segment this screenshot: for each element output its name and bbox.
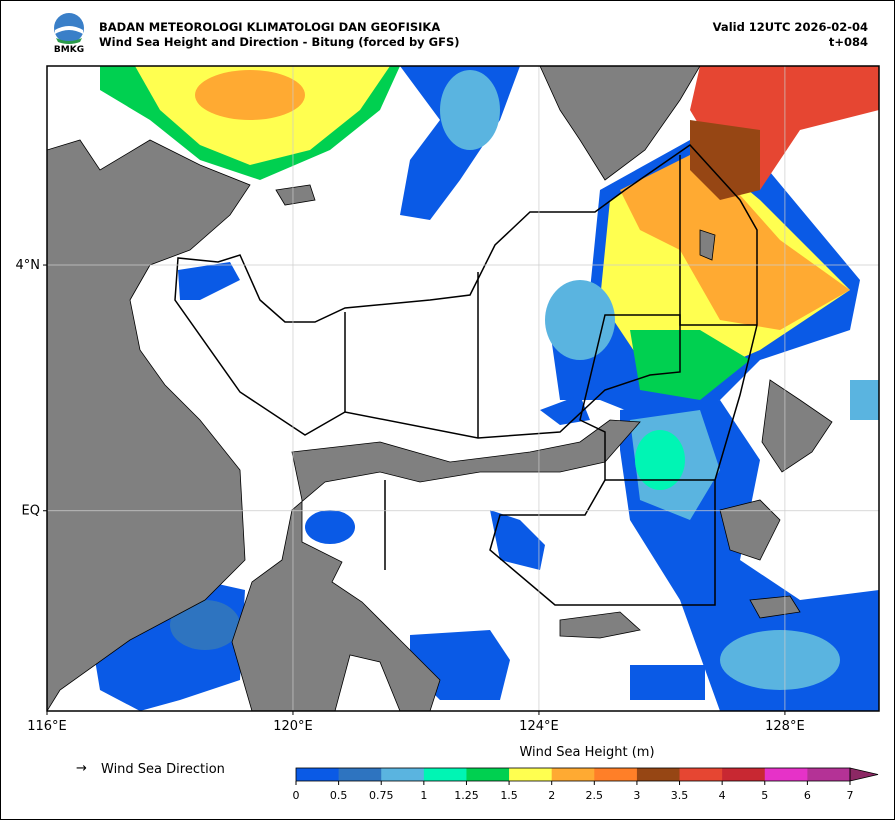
grid bbox=[47, 66, 879, 711]
colorbar-segment bbox=[423, 768, 467, 781]
colorbar-segment bbox=[807, 768, 851, 781]
colorbar-segment bbox=[722, 768, 766, 781]
valid-time: Valid 12UTC 2026-02-04 bbox=[713, 20, 868, 34]
colorbar-tick-label: 5 bbox=[761, 789, 768, 802]
x-tick-label: 128°E bbox=[765, 719, 805, 734]
wave-field bbox=[95, 66, 879, 711]
colorbar-segment bbox=[381, 768, 425, 781]
colorbar-frame bbox=[295, 767, 851, 782]
logo-text: BMKG bbox=[54, 45, 84, 55]
domain-boundary bbox=[174, 144, 758, 606]
y-tick-label: 4°N bbox=[16, 258, 41, 273]
colorbar: 0 0.5 0.75 1 1.25 1.5 2 2.5 3 3.5 4 5 6 7 bbox=[293, 767, 879, 802]
forecast-step: t+084 bbox=[829, 35, 868, 49]
colorbar-title: Wind Sea Height (m) bbox=[519, 745, 654, 760]
colorbar-segment bbox=[764, 768, 808, 781]
colorbar-tick-label: 2 bbox=[548, 789, 555, 802]
subtitle: Wind Sea Height and Direction - Bitung (… bbox=[99, 35, 460, 49]
colorbar-segment bbox=[509, 768, 553, 781]
colorbar-tick-label: 6 bbox=[804, 789, 811, 802]
legend-label: Wind Sea Direction bbox=[101, 762, 225, 777]
colorbar-tick-label: 3 bbox=[633, 789, 640, 802]
colorbar-tick-label: 1.5 bbox=[500, 789, 518, 802]
colorbar-tick-label: 4 bbox=[719, 789, 726, 802]
colorbar-tick-label: 7 bbox=[847, 789, 854, 802]
x-tick-label: 120°E bbox=[273, 719, 313, 734]
colorbar-tick-label: 3.5 bbox=[671, 789, 689, 802]
colorbar-segment bbox=[338, 768, 382, 781]
map bbox=[47, 66, 879, 711]
y-tick-label: EQ bbox=[22, 504, 40, 519]
colorbar-tick-label: 1.25 bbox=[454, 789, 479, 802]
x-tick-label: 124°E bbox=[519, 719, 559, 734]
map-frame bbox=[46, 65, 880, 712]
colorbar-segment bbox=[636, 768, 681, 781]
x-tick-label: 116°E bbox=[27, 719, 67, 734]
logo: BMKG bbox=[54, 13, 84, 55]
colorbar-segment bbox=[296, 768, 340, 781]
colorbar-segment bbox=[679, 768, 723, 781]
colorbar-tick-label: 0 bbox=[293, 789, 300, 802]
agency: BADAN METEOROLOGI KLIMATOLOGI DAN GEOFIS… bbox=[99, 20, 440, 34]
colorbar-tick-label: 2.5 bbox=[586, 789, 604, 802]
axis-ticks: 116°E 120°E 124°E 128°E 4°N EQ bbox=[16, 258, 805, 734]
colorbar-tick-label: 1 bbox=[420, 789, 427, 802]
colorbar-segment bbox=[551, 768, 595, 781]
legend-arrow: → bbox=[76, 761, 87, 776]
land bbox=[47, 66, 833, 711]
colorbar-tick-label: 0.5 bbox=[330, 789, 348, 802]
colorbar-segment bbox=[594, 768, 638, 781]
colorbar-segment bbox=[466, 768, 510, 781]
colorbar-tick-label: 0.75 bbox=[369, 789, 394, 802]
